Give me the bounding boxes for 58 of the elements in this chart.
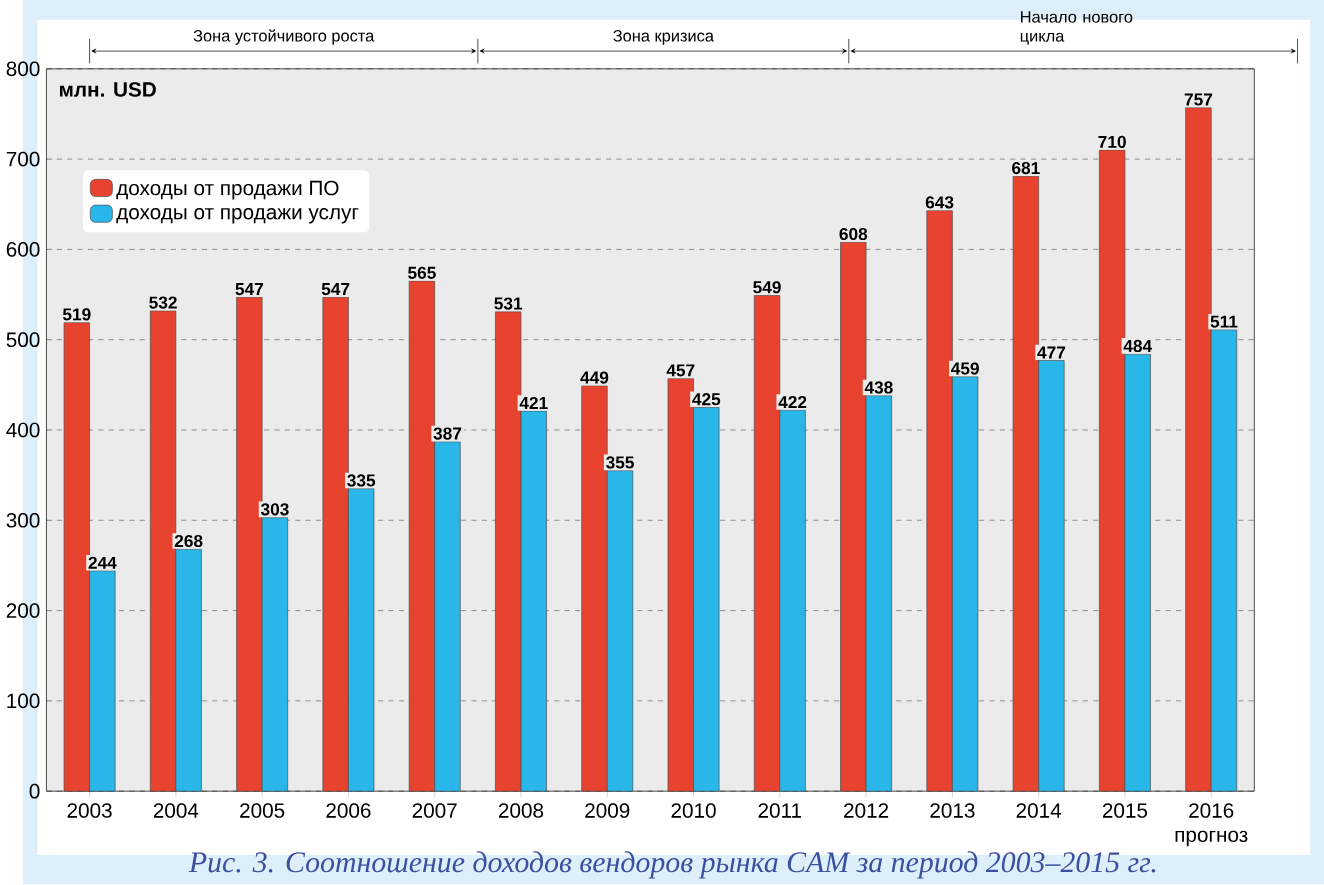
data-label: 268: [174, 535, 203, 548]
data-label: 710: [1098, 136, 1126, 149]
data-label: 425: [692, 393, 721, 406]
data-label: 335: [347, 474, 376, 487]
data-label: 549: [753, 281, 781, 294]
data-label: 457: [666, 364, 695, 377]
y-tick-label: 400: [6, 422, 40, 438]
data-label: 608: [839, 228, 868, 241]
data-label: 459: [951, 362, 979, 375]
data-label: 244: [88, 556, 117, 569]
data-label: 421: [519, 397, 548, 410]
x-tick-label: 2011: [758, 803, 802, 819]
legend-label: доходы от продажи ПО: [116, 180, 339, 200]
text: Зона устойчивого роста: [193, 29, 375, 46]
data-label: 547: [321, 283, 350, 296]
data-label: 484: [1123, 340, 1153, 353]
text: Рис. 3. Соотношение доходов вендоров рынка CAM за период 2003–2015 гг.: [188, 851, 1156, 879]
data-label: 303: [260, 503, 289, 516]
data-label: 532: [149, 296, 177, 309]
y-tick-label: 600: [6, 242, 40, 257]
data-label: 531: [494, 297, 523, 310]
data-label: 757: [1184, 93, 1213, 106]
text: Начало нового цикла: [1020, 11, 1133, 46]
data-label: 511: [1210, 315, 1238, 328]
data-label: 565: [408, 266, 436, 280]
y-tick-label: 500: [6, 332, 40, 348]
x-tick-label: 2005: [240, 803, 285, 819]
data-label: 387: [433, 427, 462, 440]
y-tick-label: 0: [29, 784, 40, 799]
y-tick-label: 300: [6, 513, 40, 528]
y-tick-label: 700: [6, 151, 40, 167]
x-tick-label: 2014: [1016, 803, 1062, 819]
x-tick-label: 2016 прогноз: [1175, 803, 1248, 847]
data-label: 547: [235, 283, 264, 296]
text: Зона кризиса: [613, 30, 714, 46]
x-tick-label: 2012: [844, 803, 889, 819]
y-axis-title: млн. USD: [60, 82, 156, 98]
data-label: 449: [580, 371, 609, 384]
x-tick-label: 2007: [412, 803, 457, 819]
x-tick-label: 2008: [498, 803, 544, 819]
data-label: 643: [925, 196, 954, 209]
data-label: 355: [606, 456, 634, 469]
x-tick-label: 2015: [1102, 803, 1148, 819]
x-tick-label: 2004: [153, 803, 199, 819]
y-tick-label: 200: [6, 603, 40, 619]
x-tick-label: 2013: [930, 803, 975, 819]
y-tick-label: 100: [7, 693, 40, 709]
x-tick-label: 2006: [326, 803, 371, 819]
x-tick-label: 2003: [67, 803, 112, 819]
x-tick-label: 2009: [585, 803, 630, 819]
x-tick-label: 2010: [671, 803, 716, 819]
data-label: 681: [1012, 162, 1040, 175]
data-label: 477: [1037, 346, 1066, 359]
legend-label: доходы от продажи услуг: [116, 208, 359, 224]
data-label: 519: [62, 308, 91, 321]
y-tick-label: 800: [6, 61, 40, 77]
data-label: 438: [864, 381, 893, 394]
data-label: 422: [778, 396, 807, 409]
